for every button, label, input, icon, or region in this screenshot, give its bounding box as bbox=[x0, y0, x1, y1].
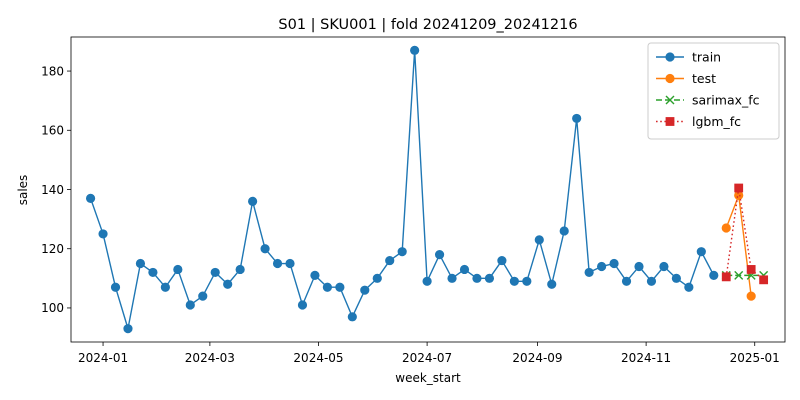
data-point-train-0 bbox=[85, 193, 96, 203]
series-points-test bbox=[721, 190, 756, 301]
data-point-train-31 bbox=[472, 273, 482, 283]
y-tick-label-3: 160 bbox=[41, 124, 64, 138]
data-point-train-42 bbox=[609, 258, 619, 269]
data-point-train-49 bbox=[696, 247, 706, 257]
data-point-train-9 bbox=[198, 291, 208, 301]
legend-label-lgbm_fc: lgbm_fc bbox=[692, 114, 741, 129]
data-point-train-36 bbox=[534, 235, 544, 245]
data-point-train-25 bbox=[397, 247, 407, 257]
data-point-lgbm_fc-1 bbox=[734, 183, 744, 193]
data-point-train-12 bbox=[235, 264, 245, 275]
x-tick-label-0: 2024-01 bbox=[78, 351, 128, 365]
legend-marker-sarimax_fc-stroke-b bbox=[665, 95, 675, 105]
plot-area: 100 120 140 160 180 2024-01 2024-03 2024-05 2024… bbox=[41, 36, 786, 365]
data-point-train-19 bbox=[322, 282, 332, 292]
data-point-train-14 bbox=[260, 244, 270, 254]
data-point-sarimax_fc-1-stroke-b bbox=[734, 270, 744, 280]
data-point-train-43 bbox=[621, 276, 632, 286]
data-point-lgbm_fc-0 bbox=[721, 272, 731, 282]
data-point-train-28 bbox=[434, 250, 445, 260]
data-point-lgbm_fc-2 bbox=[746, 265, 756, 274]
data-point-train-1 bbox=[98, 229, 108, 239]
data-point-train-5 bbox=[148, 267, 158, 278]
legend-marker-train bbox=[665, 52, 675, 62]
data-point-train-21 bbox=[347, 312, 357, 322]
legend-box bbox=[647, 42, 780, 140]
data-point-train-50 bbox=[709, 270, 719, 280]
x-tick-label-6: 2025-01 bbox=[730, 351, 780, 365]
data-point-train-39 bbox=[572, 113, 582, 124]
data-point-train-24 bbox=[385, 255, 395, 266]
data-point-train-11 bbox=[223, 279, 233, 289]
data-point-train-46 bbox=[659, 261, 669, 272]
data-point-train-47 bbox=[671, 273, 681, 283]
data-point-train-33 bbox=[497, 255, 507, 266]
legend-marker-test bbox=[665, 73, 675, 84]
data-point-train-22 bbox=[360, 285, 370, 295]
data-point-sarimax_fc-1 bbox=[734, 270, 744, 280]
legend-label-test: test bbox=[692, 71, 716, 86]
x-tick-label-3: 2024-07 bbox=[402, 351, 452, 365]
data-point-train-45 bbox=[646, 276, 657, 286]
data-point-train-2 bbox=[110, 282, 121, 292]
legend-marker-lgbm_fc bbox=[665, 117, 675, 126]
series-line-lgbm_fc bbox=[725, 187, 765, 281]
y-axis-label: sales bbox=[16, 175, 30, 206]
x-tick-label-5: 2024-11 bbox=[621, 351, 671, 365]
data-point-test-2 bbox=[746, 291, 756, 301]
y-tick-label-1: 120 bbox=[41, 242, 64, 256]
data-point-train-16 bbox=[285, 258, 295, 269]
data-point-train-37 bbox=[547, 279, 557, 289]
data-point-train-30 bbox=[459, 264, 470, 275]
data-point-train-18 bbox=[310, 270, 320, 280]
x-tick-label-2: 2024-05 bbox=[293, 351, 343, 365]
y-tick-label-4: 180 bbox=[41, 64, 64, 78]
data-point-train-8 bbox=[185, 300, 195, 310]
data-point-train-6 bbox=[160, 282, 170, 292]
y-tick-label-0: 100 bbox=[41, 301, 64, 315]
legend-label-sarimax_fc: sarimax_fc bbox=[692, 93, 760, 108]
data-point-train-26 bbox=[410, 45, 420, 55]
legend-marker-sarimax_fc bbox=[665, 95, 675, 105]
data-point-lgbm_fc-3 bbox=[759, 275, 769, 285]
data-point-train-27 bbox=[422, 276, 432, 286]
data-point-train-48 bbox=[684, 282, 694, 292]
data-point-train-44 bbox=[634, 261, 644, 272]
x-axis-label: week_start bbox=[395, 371, 461, 385]
data-point-train-40 bbox=[584, 267, 594, 278]
series-points-train bbox=[85, 45, 719, 334]
data-point-train-29 bbox=[447, 273, 457, 283]
data-point-train-34 bbox=[509, 276, 519, 286]
data-point-train-32 bbox=[484, 273, 495, 283]
y-tick-label-2: 140 bbox=[41, 183, 64, 197]
data-point-train-15 bbox=[272, 258, 283, 269]
legend: train test sarimax_fc lgbm_fc bbox=[647, 42, 780, 140]
chart-title: S01 | SKU001 | fold 20241209_20241216 bbox=[278, 17, 577, 33]
data-point-train-35 bbox=[522, 276, 532, 286]
data-point-test-0 bbox=[721, 223, 731, 233]
plot-frame bbox=[70, 36, 786, 343]
x-tick-label-4: 2024-09 bbox=[512, 351, 562, 365]
data-point-train-10 bbox=[210, 267, 220, 278]
series-points-lgbm_fc bbox=[721, 183, 769, 285]
data-point-train-38 bbox=[559, 226, 569, 236]
data-point-train-41 bbox=[597, 261, 607, 272]
data-point-train-7 bbox=[173, 264, 183, 275]
data-point-train-23 bbox=[372, 273, 382, 283]
legend-label-train: train bbox=[692, 50, 721, 65]
data-point-train-20 bbox=[335, 282, 345, 292]
data-point-train-13 bbox=[248, 196, 258, 206]
x-tick-label-1: 2024-03 bbox=[185, 351, 235, 365]
data-point-train-4 bbox=[135, 258, 146, 269]
data-point-train-3 bbox=[123, 324, 133, 334]
data-point-train-17 bbox=[297, 300, 308, 310]
